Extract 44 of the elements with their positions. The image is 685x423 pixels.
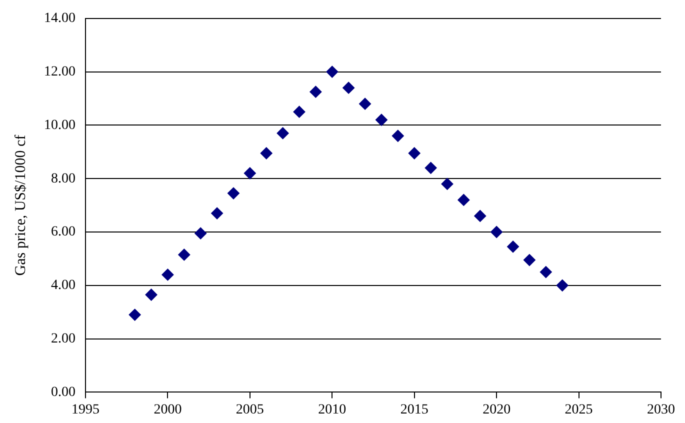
point (310, 86, 322, 98)
x-tick-label: 1995 (72, 402, 100, 418)
point (145, 288, 158, 301)
point (359, 98, 372, 110)
x-tick-label: 2015 (400, 402, 428, 418)
point (408, 147, 420, 160)
y-tick-label: 8.00 (51, 171, 76, 186)
point (326, 66, 338, 78)
y-tick-label: 14.00 (44, 11, 76, 26)
point (244, 167, 256, 180)
point (490, 226, 503, 238)
point (507, 240, 520, 253)
point (342, 82, 355, 94)
point (227, 187, 240, 200)
point (128, 308, 141, 321)
point (211, 207, 224, 220)
point (392, 130, 404, 142)
y-tick-label: 6.00 (51, 224, 76, 240)
x-tick-label: 2025 (564, 402, 593, 418)
point (556, 279, 568, 292)
point (424, 162, 437, 174)
y-tick-label: 4.00 (51, 278, 76, 294)
x-tick-label: 2010 (318, 402, 346, 418)
x-tick-label: 2020 (482, 402, 511, 418)
point (162, 268, 174, 281)
point (276, 127, 289, 140)
point (194, 227, 207, 240)
point (441, 178, 454, 190)
point (178, 248, 190, 261)
y-tick-label: 12.00 (44, 64, 76, 80)
y-tick-label: 2.00 (51, 331, 76, 346)
point (474, 210, 486, 222)
point (458, 194, 470, 206)
x-tick-label: 2000 (154, 402, 182, 418)
y-axis-title: Gas price, US$/1000 cf (12, 134, 29, 276)
x-tick-label: 2005 (236, 402, 264, 418)
point (375, 114, 388, 126)
y-tick-label: 10.00 (44, 118, 76, 133)
point (260, 147, 272, 160)
point (540, 266, 552, 278)
point (293, 106, 306, 118)
point (523, 254, 536, 266)
y-tick-label: 0.00 (51, 384, 76, 400)
x-tick-label: 2030 (647, 402, 675, 418)
